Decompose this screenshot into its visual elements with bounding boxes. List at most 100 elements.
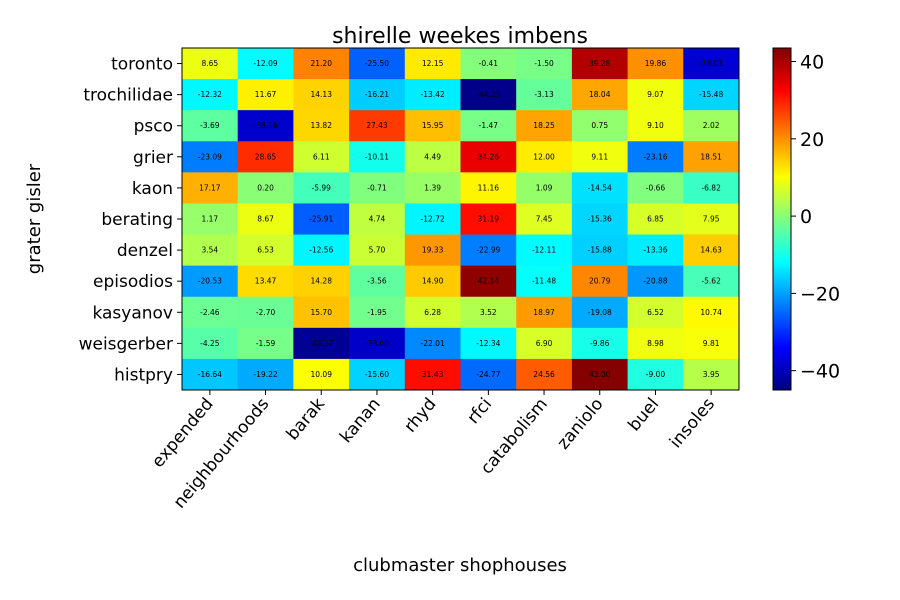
cell-value-label: 7.95	[703, 215, 720, 224]
cell-value-label: -38.60	[365, 339, 389, 348]
heatmap-cell	[404, 234, 461, 267]
cell-value-label: -24.77	[476, 370, 500, 379]
cell-value-label: 6.11	[313, 152, 330, 161]
cell-value-label: -19.08	[588, 308, 612, 317]
cell-value-label: -1.95	[367, 308, 387, 317]
heatmap-cell	[571, 48, 629, 80]
cell-value-label: 20.79	[589, 277, 611, 286]
cell-value-label: -15.48	[699, 90, 723, 99]
cell-value-label: 3.95	[703, 370, 720, 379]
heatmap-cell	[683, 48, 740, 80]
heatmap-cell	[182, 265, 239, 298]
heatmap-cell	[237, 265, 294, 298]
cell-value-label: 27.43	[366, 121, 388, 130]
heatmap-cell	[460, 110, 517, 142]
heatmap-cell	[404, 265, 461, 298]
cell-value-label: -5.99	[312, 183, 332, 192]
heatmap-cell	[683, 234, 740, 267]
heatmap-cell	[237, 110, 294, 142]
heatmap-cell	[293, 358, 350, 391]
cell-value-label: 19.86	[645, 59, 667, 68]
heatmap-cell	[182, 79, 239, 111]
heatmap-cell	[460, 79, 517, 111]
heatmap-cell	[404, 327, 461, 360]
cell-value-label: 6.52	[647, 308, 664, 317]
cell-value-label: 31.19	[478, 215, 500, 224]
cell-value-label: 2.02	[703, 121, 720, 130]
cell-value-label: 12.00	[533, 152, 555, 161]
cell-value-label: 11.67	[255, 90, 277, 99]
cell-value-label: 14.63	[700, 246, 722, 255]
heatmap-cell	[516, 234, 573, 267]
cell-value-label: -12.09	[253, 59, 277, 68]
heatmap-cell	[349, 141, 406, 173]
cell-value-label: 14.13	[311, 90, 333, 99]
colorbar-tick-label: −40	[800, 361, 840, 383]
heatmap-cell	[460, 265, 517, 298]
cell-value-label: 0.20	[257, 183, 274, 192]
heatmap-cell	[293, 234, 350, 267]
y-tick-label: toronto	[111, 55, 173, 75]
cell-value-label: -15.88	[588, 246, 612, 255]
heatmap-cell	[404, 358, 461, 391]
cell-value-label: 28.65	[255, 152, 277, 161]
heatmap-cell	[349, 296, 406, 329]
heatmap-cell	[293, 327, 350, 360]
colorbar-tick-label: −20	[800, 283, 840, 305]
heatmap-cell	[404, 110, 461, 142]
cell-value-label: -4.25	[200, 339, 220, 348]
cell-value-label: 13.47	[255, 277, 277, 286]
cell-value-label: 9.11	[591, 152, 608, 161]
cell-value-label: -6.82	[701, 183, 721, 192]
x-tick-label: neighbourhoods	[170, 394, 274, 512]
cell-value-label: 0.75	[591, 121, 608, 130]
cell-value-label: 19.33	[422, 246, 444, 255]
heatmap-cell	[460, 203, 517, 236]
heatmap-cell	[404, 172, 461, 204]
heatmap-cell	[349, 172, 406, 204]
heatmap-cells: 8.65 -12.09 21.20 -25.50 12.15 -0.41 -1.50 39.2…	[182, 48, 740, 391]
cell-value-label: -12.72	[421, 215, 445, 224]
cell-value-label: 6.85	[647, 215, 664, 224]
heatmap-cell	[571, 110, 629, 142]
heatmap-cell	[683, 79, 740, 111]
cell-value-label: 43.00	[589, 370, 611, 379]
heatmap-cell	[571, 141, 629, 173]
colorbar-tick-label: 20	[800, 129, 824, 151]
cell-value-label: 12.15	[422, 59, 444, 68]
cell-value-label: -25.50	[365, 59, 389, 68]
cell-value-label: 9.10	[647, 121, 664, 130]
heatmap-cell	[516, 358, 573, 391]
heatmap-cell	[571, 79, 629, 111]
cell-value-label: -22.01	[421, 339, 445, 348]
cell-value-label: 3.52	[480, 308, 497, 317]
cell-value-label: -22.99	[476, 246, 500, 255]
cell-value-label: -38.26	[253, 121, 277, 130]
cell-value-label: 6.53	[257, 246, 274, 255]
heatmap-cell	[516, 172, 573, 204]
heatmap-cell	[516, 141, 573, 173]
cell-value-label: 7.45	[536, 215, 553, 224]
heatmap-cell	[683, 172, 740, 204]
cell-value-label: 31.43	[422, 370, 444, 379]
cell-value-label: 14.28	[311, 277, 333, 286]
heatmap-cell	[627, 79, 684, 111]
cell-value-label: -12.34	[476, 339, 500, 348]
cell-value-label: -13.42	[421, 90, 445, 99]
cell-value-label: 18.51	[700, 152, 722, 161]
cell-value-label: -0.71	[367, 183, 387, 192]
cell-value-label: 10.74	[700, 308, 722, 317]
x-tick-label: kanan	[336, 394, 385, 447]
cell-value-label: 3.54	[201, 246, 218, 255]
cell-value-label: -13.36	[643, 246, 667, 255]
heatmap-cell	[683, 327, 740, 360]
cell-value-label: -16.21	[365, 90, 389, 99]
heatmap-cell	[182, 327, 239, 360]
heatmap-cell	[293, 79, 350, 111]
heatmap-cell	[182, 358, 239, 391]
cell-value-label: -25.91	[309, 215, 333, 224]
heatmap-cell	[182, 296, 239, 329]
cell-value-label: -3.56	[367, 277, 387, 286]
cell-value-label: -38.01	[699, 59, 723, 68]
